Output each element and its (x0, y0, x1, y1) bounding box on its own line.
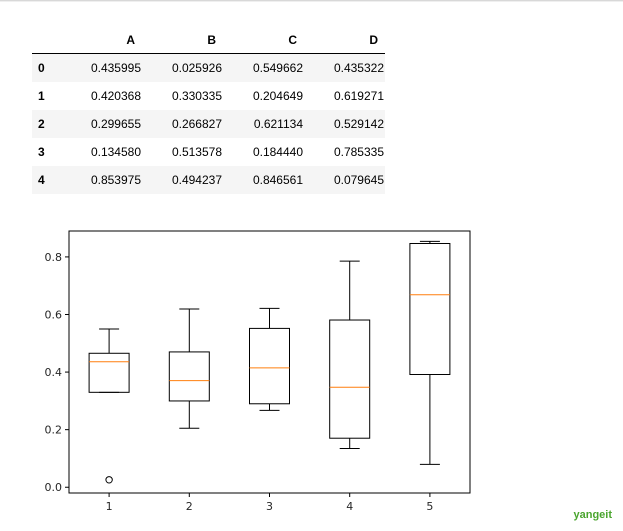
table-cell: 0.299655 (90, 117, 141, 131)
watermark-text: yangeit (573, 509, 612, 521)
table-row: 1 0.420368 0.330335 0.204649 0.619271 (32, 82, 385, 110)
y-tick-label: 0.0 (45, 481, 63, 494)
row-index: 3 (38, 145, 45, 159)
top-divider (0, 0, 623, 1)
dataframe-table: A B C D 0 0.435995 0.025926 0.549662 0.4… (32, 27, 385, 194)
row-index: 0 (38, 61, 45, 75)
table-cell: 0.621134 (253, 117, 303, 131)
table-cell: 0.619271 (333, 89, 384, 103)
y-tick-label: 0.4 (45, 366, 63, 379)
x-tick-label: 2 (186, 500, 193, 513)
top-divider-shadow (0, 1, 623, 2)
column-header-d: D (369, 33, 378, 47)
box-iqr (409, 242, 451, 375)
x-tick-label: 3 (266, 500, 273, 513)
column-header-a: A (126, 33, 135, 47)
y-tick-label: 0.2 (45, 424, 63, 437)
table-cell: 0.853975 (90, 173, 141, 187)
table-cell: 0.785335 (333, 145, 384, 159)
table-cell: 0.435995 (90, 61, 141, 75)
row-index: 2 (38, 117, 45, 131)
outlier-point (105, 476, 113, 484)
column-header-c: C (288, 33, 297, 47)
table-cell: 0.513578 (171, 145, 222, 159)
x-tick-label: 4 (346, 500, 353, 513)
table-cell: 0.420368 (90, 89, 141, 103)
box-iqr (88, 352, 130, 393)
box-iqr (329, 319, 371, 439)
table-row: 2 0.299655 0.266827 0.621134 0.529142 (32, 110, 385, 138)
table-row: 3 0.134580 0.513578 0.184440 0.785335 (32, 138, 385, 166)
table-cell: 0.184440 (252, 145, 303, 159)
table-cell: 0.494237 (171, 173, 222, 187)
table-row: 4 0.853975 0.494237 0.846561 0.079645 (32, 166, 385, 194)
table-cell: 0.846561 (252, 173, 303, 187)
table-cell: 0.134580 (90, 145, 141, 159)
box-iqr (168, 351, 210, 402)
x-tick-label: 5 (426, 500, 433, 513)
table-cell: 0.079645 (333, 173, 384, 187)
table-row: 0 0.435995 0.025926 0.549662 0.435322 (32, 53, 385, 82)
table-cell: 0.025926 (171, 61, 222, 75)
table-cell: 0.330335 (171, 89, 222, 103)
table-cell: 0.529142 (333, 117, 384, 131)
x-tick-label: 1 (106, 500, 113, 513)
row-index: 4 (38, 173, 45, 187)
table-cell: 0.266827 (171, 117, 222, 131)
table-header-row: A B C D (32, 27, 385, 54)
table-cell: 0.204649 (252, 89, 303, 103)
table-cell: 0.435322 (333, 61, 384, 75)
y-tick-label: 0.6 (45, 308, 63, 321)
row-index: 1 (38, 89, 45, 103)
column-header-b: B (207, 33, 216, 47)
box-iqr (249, 327, 290, 405)
y-tick-label: 0.8 (45, 251, 63, 264)
table-cell: 0.549662 (252, 61, 303, 75)
